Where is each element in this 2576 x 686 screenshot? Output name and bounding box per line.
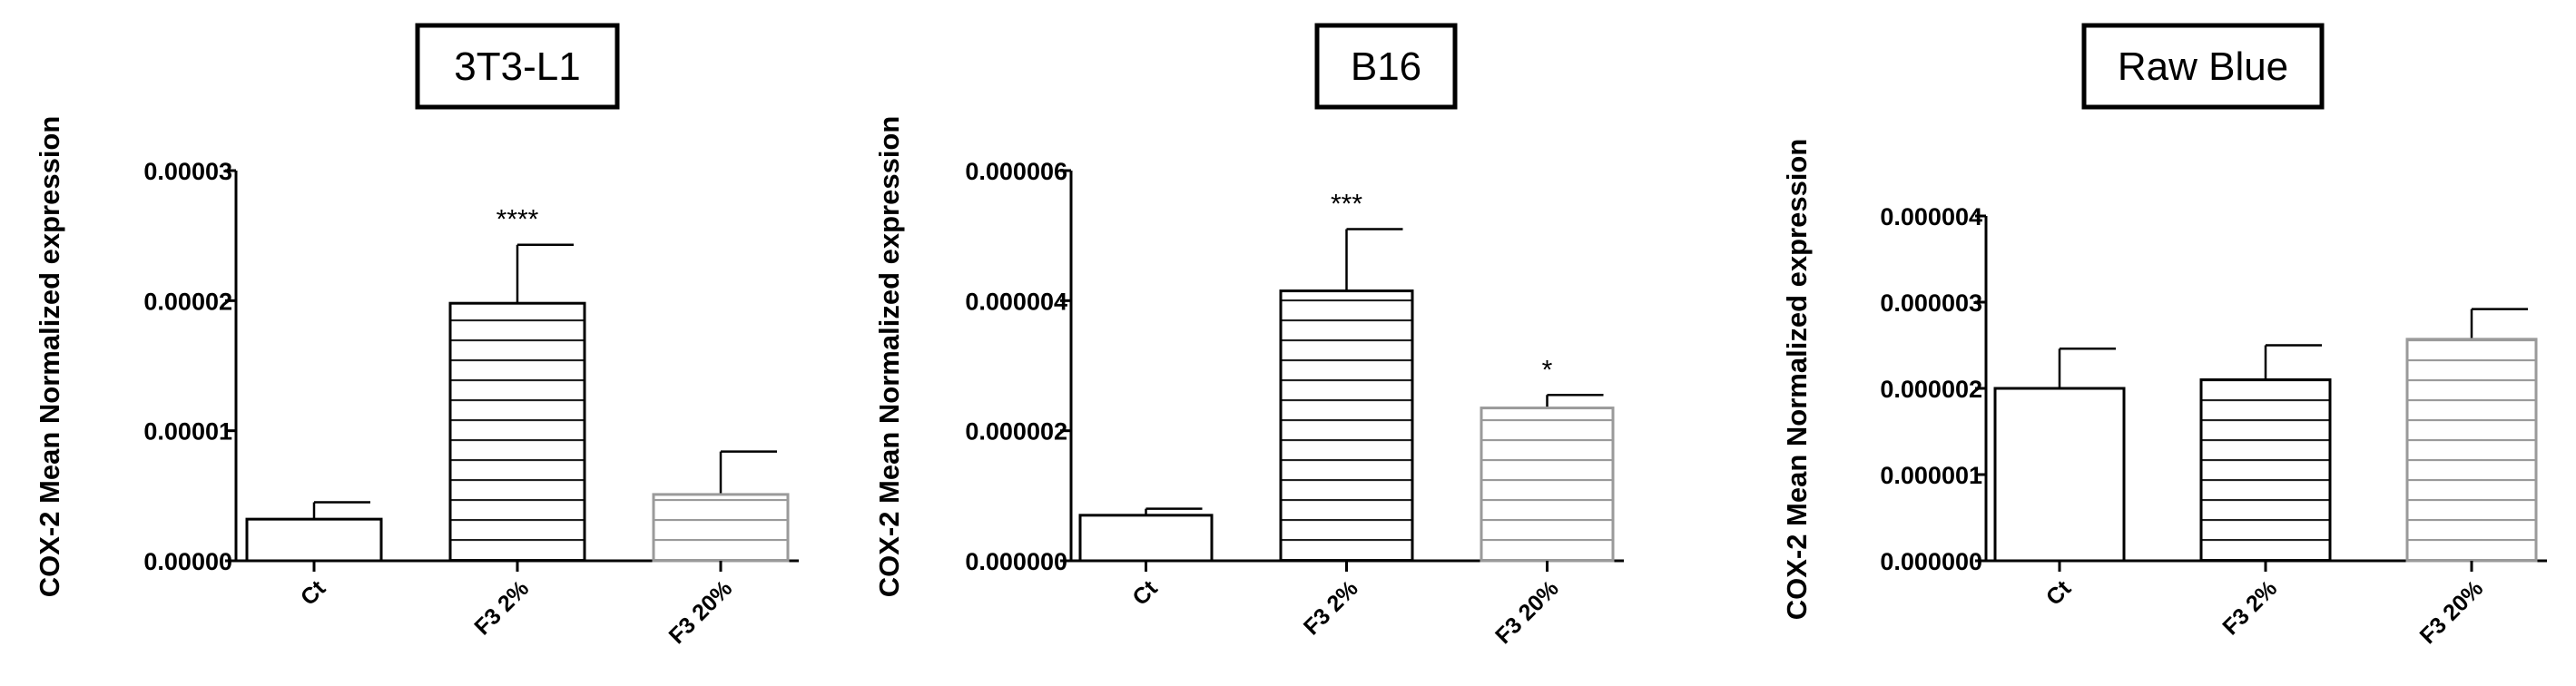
- y-tick-label: 0.00003: [143, 158, 232, 185]
- title-box: [415, 23, 620, 110]
- title-box: [1314, 23, 1458, 110]
- x-tick-label: F3 20%: [1490, 575, 1564, 649]
- bar-2: [1279, 228, 1414, 563]
- significance-label: *: [1542, 355, 1553, 385]
- y-axis-label: COX-2 Mean Normalized expression: [34, 116, 65, 598]
- bar-rect: [2199, 378, 2332, 563]
- bar-rect: [1993, 387, 2126, 563]
- chart-title: 3T3-L1: [415, 23, 620, 110]
- bar-1: [1993, 348, 2126, 563]
- bar-3: [2405, 308, 2538, 563]
- chart-title-text: Raw Blue: [2118, 44, 2288, 89]
- y-tick-label: 0.000004: [965, 288, 1067, 315]
- bar-2: [448, 243, 586, 563]
- title-box: [2081, 23, 2325, 110]
- significance-label: ****: [497, 205, 539, 235]
- y-tick-label: 0.000000: [965, 548, 1067, 575]
- x-tick-label: F3 20%: [2415, 575, 2489, 649]
- y-tick-label: 0.00001: [143, 418, 232, 446]
- bar-2: [2199, 344, 2332, 563]
- x-tick-label: Ct: [296, 575, 331, 611]
- chart-title-text: 3T3-L1: [454, 44, 580, 89]
- y-tick-label: 0.00000: [143, 548, 232, 575]
- bar-rect: [1480, 407, 1615, 563]
- chart-title-text: B16: [1351, 44, 1421, 89]
- bar-rect: [652, 493, 790, 563]
- x-tick-label: F3 2%: [1299, 575, 1363, 640]
- chart-panel-2: B16 COX-2 Mean Normalized expression 0.000…: [873, 23, 1624, 649]
- bar-3: [652, 450, 790, 563]
- x-tick-label: F3 20%: [664, 575, 738, 649]
- y-tick-label: 0.000001: [1880, 462, 1982, 489]
- bar-rect: [1279, 289, 1414, 563]
- x-tick-label: F3 2%: [469, 575, 534, 640]
- y-tick-label: 0.000004: [1880, 203, 1982, 230]
- chart-title: Raw Blue: [2081, 23, 2325, 110]
- bar-rect: [1078, 514, 1214, 563]
- x-tick-label: F3 2%: [2217, 575, 2282, 640]
- bar-1: [245, 501, 383, 563]
- chart-panel-1: 3T3-L1 COX-2 Mean Normalized expression 0.…: [34, 23, 799, 649]
- chart-title: B16: [1314, 23, 1458, 110]
- y-tick-label: 0.000002: [1880, 376, 1982, 403]
- bar-rect: [245, 517, 383, 563]
- y-tick-label: 0.000002: [965, 418, 1067, 446]
- bar-3: [1480, 394, 1615, 563]
- bar-rect: [448, 301, 586, 563]
- significance-label: ***: [1331, 190, 1362, 220]
- y-tick-label: 0.000000: [1880, 548, 1982, 575]
- bar-rect: [2405, 338, 2538, 563]
- x-tick-label: Ct: [2041, 575, 2077, 611]
- y-axis-label: COX-2 Mean Normalized expression: [1781, 139, 1813, 621]
- y-axis-label: COX-2 Mean Normalized expression: [873, 116, 905, 598]
- bar-1: [1078, 507, 1214, 563]
- chart-panel-3: Raw Blue COX-2 Mean Normalized expression…: [1781, 23, 2547, 649]
- x-tick-label: Ct: [1127, 575, 1163, 611]
- y-tick-label: 0.000003: [1880, 289, 1982, 317]
- y-tick-label: 0.000006: [965, 158, 1067, 185]
- y-tick-label: 0.00002: [143, 288, 232, 315]
